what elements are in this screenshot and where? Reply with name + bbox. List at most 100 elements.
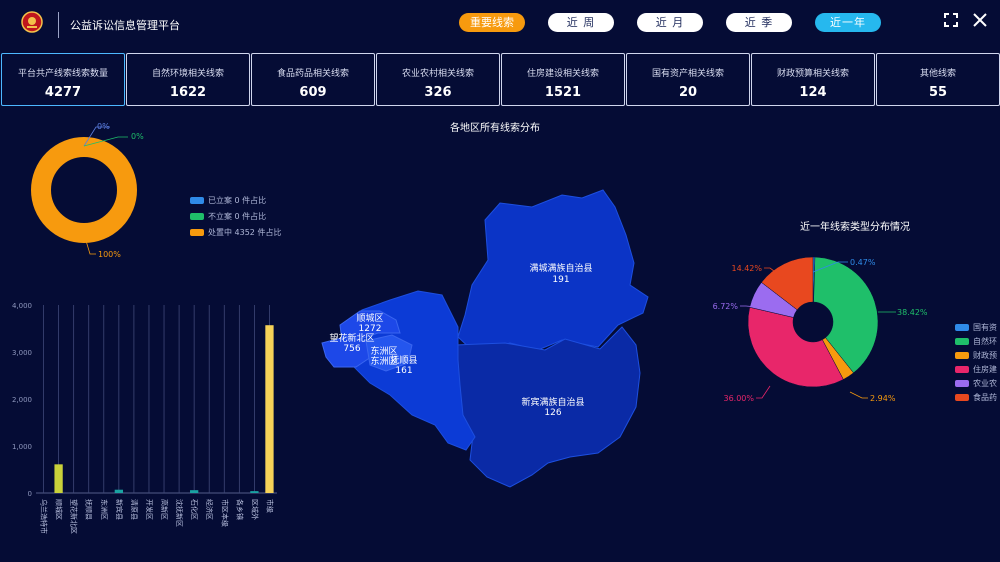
x-tick-label: 市区本级	[220, 499, 229, 527]
stat-value: 20	[678, 85, 698, 100]
map-region-xinbin[interactable]	[454, 326, 641, 488]
legend-label: 食品药	[973, 393, 997, 402]
legend-label: 处置中 4352 件占比	[208, 228, 282, 237]
x-tick-label: 开发区	[145, 499, 154, 520]
legend-swatch	[955, 366, 969, 373]
close-icon[interactable]	[972, 12, 988, 28]
type-legend-agriculture[interactable]: 农业农	[955, 378, 997, 389]
region-label: 新宾满族自治县	[521, 396, 584, 408]
bar[interactable]	[265, 325, 274, 493]
leader-line	[740, 305, 758, 308]
x-tick-label: 顺城区	[55, 499, 63, 520]
bar[interactable]	[190, 490, 199, 493]
x-tick-label: 石化区	[190, 499, 199, 520]
y-tick-label: 2,000	[12, 396, 32, 404]
legend-label: 住房建	[973, 365, 997, 374]
legend-label: 不立案 0 件占比	[208, 212, 267, 221]
x-tick-label: 区域外	[250, 499, 259, 520]
map-region-dongzhou[interactable]	[365, 334, 413, 372]
stat-value: 124	[799, 85, 827, 100]
type-legend-food[interactable]: 食品药	[955, 392, 997, 403]
region-count: 161	[395, 366, 412, 376]
stat-label: 国有资产相关线索	[651, 69, 724, 79]
stat-label: 住房建设相关线索	[526, 69, 599, 79]
stat-label: 财政预算相关线索	[776, 69, 849, 79]
map-region-wanghua[interactable]	[321, 336, 375, 368]
app-title: 公益诉讼信息管理平台	[70, 19, 180, 32]
stat-card-housing[interactable]: 住房建设相关线索 1521	[501, 53, 625, 106]
donut-slice-processing[interactable]	[31, 137, 137, 243]
legend-label: 自然环	[973, 337, 997, 346]
donut-label-filed: 0%	[97, 122, 110, 131]
legend-swatch	[955, 380, 969, 387]
period-month-button[interactable]: 近 月	[637, 13, 703, 32]
leader-line	[83, 136, 128, 147]
stat-label: 食品药品相关线索	[276, 69, 349, 79]
region-count: 191	[552, 275, 569, 285]
type-legend-state-assets[interactable]: 国有资	[955, 322, 997, 333]
legend-swatch	[955, 352, 969, 359]
legend-swatch	[955, 324, 969, 331]
stat-card-other[interactable]: 其他线索 55	[876, 53, 1000, 106]
stat-card-agriculture[interactable]: 农业农村相关线索 326	[376, 53, 500, 106]
donut-legend-filed[interactable]: 已立案 0 件占比	[190, 195, 266, 206]
region-count: 东洲区	[370, 355, 397, 367]
stat-card-food-drug[interactable]: 食品药品相关线索 609	[251, 53, 375, 106]
emblem-icon	[21, 11, 43, 33]
type-label-food: 14.42%	[731, 264, 762, 273]
leader-line	[764, 267, 783, 278]
title-divider	[58, 12, 59, 38]
donut-legend-rejected[interactable]: 不立案 0 件占比	[190, 211, 266, 222]
x-tick-label: 沈抚新区	[175, 499, 184, 527]
bar[interactable]	[54, 464, 63, 493]
type-slice-environment[interactable]	[813, 256, 879, 374]
legend-swatch	[190, 213, 204, 220]
region-label: 望花新北区	[329, 332, 374, 344]
type-legend-housing[interactable]: 住房建	[955, 364, 997, 375]
stats-row: 平台共产线索线索数量 4277 自然环境相关线索 1622 食品药品相关线索 6…	[0, 53, 1000, 106]
important-clues-button[interactable]: 重要线索	[459, 13, 525, 32]
type-legend-environment[interactable]: 自然环	[955, 336, 997, 347]
region-label: 东洲区	[370, 345, 397, 357]
leader-line	[756, 385, 771, 399]
x-tick-label: 清原县	[130, 499, 139, 520]
type-slice-food[interactable]	[761, 256, 814, 311]
type-label-state-assets: 0.47%	[850, 258, 876, 267]
legend-swatch	[190, 197, 204, 204]
map-region-manchu[interactable]	[457, 189, 649, 354]
x-tick-label: 经济区	[205, 499, 214, 520]
legend-label: 已立案 0 件占比	[208, 196, 267, 205]
period-year-button[interactable]: 近一年	[815, 13, 881, 32]
type-legend-finance[interactable]: 财政预	[955, 350, 997, 361]
bar[interactable]	[250, 491, 259, 493]
status-donut-chart: 0% 0% 100%	[31, 122, 144, 259]
type-label-finance: 2.94%	[870, 394, 896, 403]
stat-value: 4277	[44, 85, 82, 100]
stat-label: 自然环境相关线索	[151, 69, 224, 79]
stat-card-environment[interactable]: 自然环境相关线索 1622	[126, 53, 250, 106]
type-slice-housing[interactable]	[747, 306, 844, 388]
bar[interactable]	[114, 489, 123, 493]
legend-label: 国有资	[973, 323, 997, 332]
region-label: 顺城区	[356, 313, 383, 324]
x-tick-label: 高新区	[160, 499, 169, 520]
region-bar-chart: 0 1,000 2,000 3,000 4,000 乌兰浩特市 顺城区 望花新北区 抚顺县 东洲区…	[12, 302, 277, 534]
type-distribution-chart: 近一年线索类型分布情况 0.47% 38.42% 2.94% 36.00% 6.…	[713, 220, 928, 403]
legend-swatch	[955, 338, 969, 345]
y-tick-label: 0	[28, 490, 32, 498]
x-tick-label: 新宾县	[115, 499, 124, 520]
fullscreen-icon[interactable]	[943, 12, 959, 28]
x-tick-label: 市级	[265, 499, 274, 513]
stat-card-total[interactable]: 平台共产线索线索数量 4277	[1, 53, 125, 106]
period-quarter-button[interactable]: 近 季	[726, 13, 792, 32]
region-count: 126	[544, 408, 561, 418]
leader-line	[83, 233, 96, 255]
stat-card-finance[interactable]: 财政预算相关线索 124	[751, 53, 875, 106]
stat-card-state-assets[interactable]: 国有资产相关线索 20	[626, 53, 750, 106]
region-map: 各地区所有线索分布 满城满族自治县 191 顺城区 1272 望花新北区 756…	[321, 121, 649, 488]
period-week-button[interactable]: 近 周	[548, 13, 614, 32]
donut-legend-processing[interactable]: 处置中 4352 件占比	[190, 227, 281, 238]
type-label-environment: 38.42%	[897, 308, 928, 317]
legend-label: 财政预	[973, 351, 997, 360]
x-tick-label: 望花新北区	[70, 499, 79, 534]
